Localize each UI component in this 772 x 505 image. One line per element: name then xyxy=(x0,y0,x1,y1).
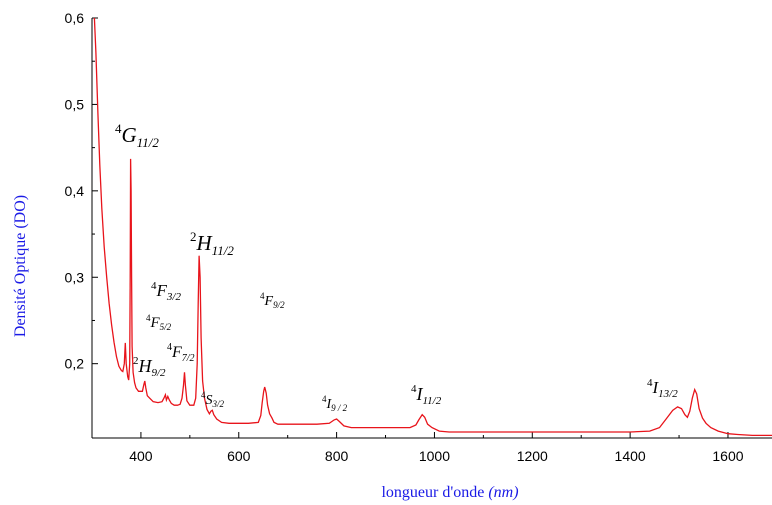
annotation-superscript: 4 xyxy=(260,291,265,301)
x-axis-unit: (nm) xyxy=(488,484,518,501)
annotation-symbol: S xyxy=(206,393,213,408)
x-axis-title: longueur d'onde (nm) xyxy=(381,484,518,501)
annotation-subscript: 9/2 xyxy=(273,300,285,310)
annotation-symbol: I xyxy=(652,378,660,397)
annotation-label: 4I11/2 xyxy=(411,383,442,407)
annotation-label: 4G11/2 xyxy=(115,121,159,150)
annotation-symbol: F xyxy=(264,294,274,309)
annotation-superscript: 4 xyxy=(167,342,172,353)
annotation-superscript: 4 xyxy=(322,394,327,404)
x-tick-label: 600 xyxy=(227,448,251,464)
annotation-superscript: 4 xyxy=(115,121,122,136)
annotation-subscript: 11/2 xyxy=(137,135,160,150)
y-tick-label: 0,4 xyxy=(65,183,85,199)
annotation-label: 4S3/2 xyxy=(201,390,225,409)
y-tick-label: 0,6 xyxy=(65,10,85,26)
annotation-symbol: I xyxy=(326,397,333,412)
annotation-symbol: F xyxy=(171,344,182,361)
annotation-subscript: 9/2 xyxy=(152,367,167,379)
x-tick-label: 1200 xyxy=(517,448,548,464)
annotation-subscript: 3/2 xyxy=(166,291,182,303)
annotation-subscript: 5/2 xyxy=(160,322,172,332)
annotation-label: 4F7/2 xyxy=(167,342,195,364)
annotation-subscript: 13/2 xyxy=(658,388,678,400)
annotation-symbol: H xyxy=(196,231,214,255)
annotation-label: 4F9/2 xyxy=(260,291,285,310)
y-tick-label: 0,3 xyxy=(65,269,85,285)
annotation-symbol: G xyxy=(122,123,137,147)
x-axis-title-text: longueur d'onde xyxy=(381,484,484,501)
annotation-superscript: 4 xyxy=(647,377,653,389)
x-tick-label: 400 xyxy=(129,448,153,464)
annotation-subscript: 7/2 xyxy=(182,353,195,364)
annotation-superscript: 2 xyxy=(190,229,197,244)
x-tick-label: 800 xyxy=(325,448,349,464)
annotation-symbol: I xyxy=(416,384,424,404)
annotation-subscript: 11/2 xyxy=(212,243,235,258)
series-line xyxy=(93,17,772,437)
y-tick-label: 0,2 xyxy=(65,356,85,372)
annotation-label: 4F5/2 xyxy=(146,313,172,332)
annotation-label: 2H9/2 xyxy=(133,355,166,379)
y-tick-label: 0,5 xyxy=(65,96,85,112)
y-axis-title: Densité Optique (DO) xyxy=(12,195,29,337)
annotation-subscript: 9 / 2 xyxy=(331,403,348,413)
annotation-label: 4F3/2 xyxy=(151,280,181,303)
chart-axes: 0,2 0,3 0,4 0,5 0,6 400 600 800 1000 1200 1400 1600 xyxy=(65,10,772,464)
annotation-symbol: F xyxy=(156,281,168,300)
annotation-superscript: 4 xyxy=(411,383,417,395)
x-tick-label: 1600 xyxy=(712,448,743,464)
annotation-label: 4I9 / 2 xyxy=(322,394,348,413)
annotation-symbol: F xyxy=(150,315,161,331)
annotation-subscript: 3/2 xyxy=(212,399,225,409)
annotation-superscript: 2 xyxy=(133,355,139,367)
annotation-subscript: 11/2 xyxy=(423,395,442,407)
transition-annotations: 4G11/22H11/24F3/24F5/22H9/24F7/24S3/24F9… xyxy=(115,121,678,413)
x-tick-label: 1000 xyxy=(419,448,450,464)
annotation-label: 2H11/2 xyxy=(190,229,234,258)
annotation-label: 4I13/2 xyxy=(647,377,678,400)
annotation-symbol: H xyxy=(138,356,153,376)
x-tick-label: 1400 xyxy=(615,448,646,464)
annotation-superscript: 4 xyxy=(201,390,206,400)
annotation-superscript: 4 xyxy=(151,280,157,292)
annotation-superscript: 4 xyxy=(146,313,151,323)
